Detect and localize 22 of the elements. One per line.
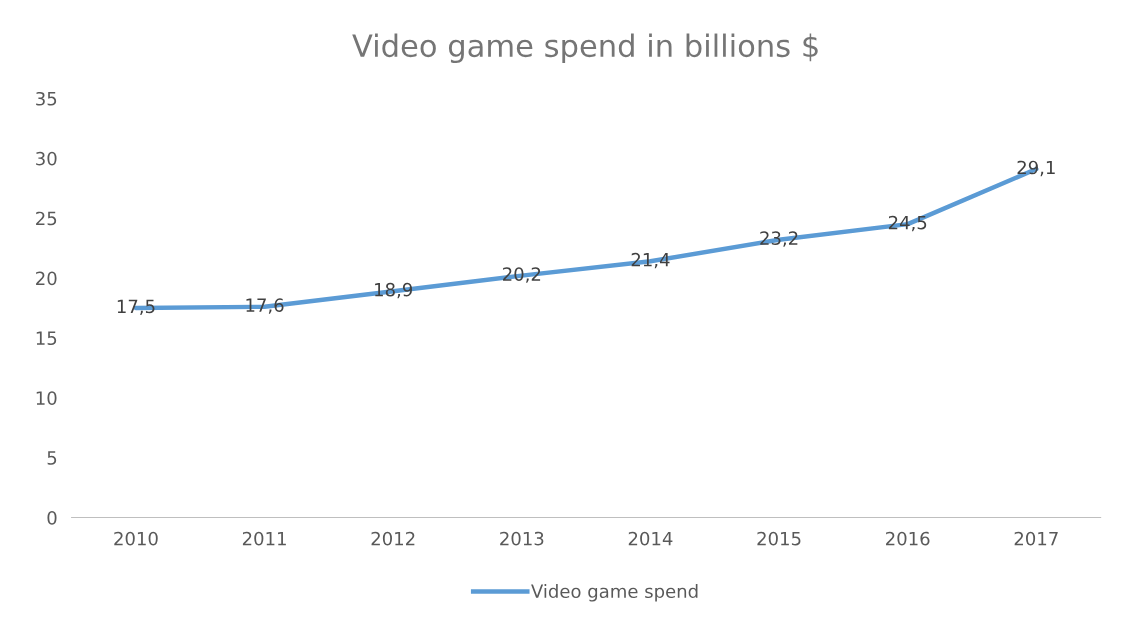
data-label: 17,5 — [117, 299, 155, 316]
y-tick-label: 10 — [36, 391, 57, 405]
x-tick-label: 2011 — [242, 531, 286, 546]
y-tick-label: 30 — [36, 151, 57, 166]
data-label: 20,2 — [503, 267, 541, 283]
x-tick-label: 2014 — [628, 531, 673, 546]
chart-title: Video game spend in billions $ — [352, 33, 818, 64]
y-tick-label: 5 — [47, 451, 57, 465]
y-tick-label: 20 — [36, 271, 57, 286]
x-tick-label: 2010 — [114, 531, 158, 546]
x-tick-label: 2013 — [500, 531, 544, 546]
x-tick-label: 2016 — [886, 531, 930, 546]
x-tick-label: 2012 — [371, 531, 415, 546]
data-label: 29,1 — [1017, 160, 1055, 177]
x-tick-label: 2017 — [1014, 531, 1058, 546]
y-tick-label: 35 — [36, 91, 57, 106]
y-tick-label: 25 — [36, 211, 57, 226]
y-tick-label: 0 — [47, 510, 57, 525]
x-tick-label: 2015 — [757, 531, 801, 546]
data-label: 23,2 — [760, 231, 798, 247]
legend-label: Video game spend — [531, 584, 698, 602]
y-tick-label: 15 — [36, 331, 57, 346]
